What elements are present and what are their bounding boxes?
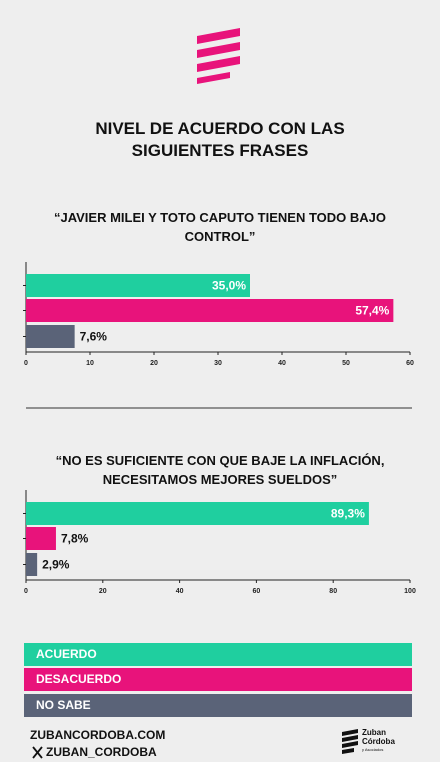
footer-handle: ZUBAN_CORDOBA [46,745,157,759]
x-tick-label: 40 [278,360,286,367]
x-tick-label: 0 [24,360,28,367]
x-tick-label: 100 [404,588,416,595]
brand-name: Zuban [362,728,386,737]
legend-swatch [24,643,412,666]
brand-name: y Asociados [362,747,383,752]
bar [26,299,394,322]
x-tick-label: 40 [176,588,184,595]
bar [26,325,75,348]
value-label: 57,4% [355,304,389,318]
bar [26,502,369,525]
x-tick-label: 30 [214,360,222,367]
x-logo [32,746,43,759]
legend-label: NO SABE [36,698,91,712]
x-tick-label: 60 [253,588,261,595]
value-label: 2,9% [42,558,70,572]
logo [197,28,240,84]
x-tick-label: 20 [99,588,107,595]
value-label: 7,8% [61,532,89,546]
x-tick-label: 10 [86,360,94,367]
value-label: 35,0% [212,279,246,293]
x-tick-label: 80 [329,588,337,595]
bar [26,553,38,576]
bar [26,527,56,550]
legend-label: ACUERDO [36,647,97,661]
x-tick-label: 20 [150,360,158,367]
value-label: 89,3% [331,507,365,521]
footer-website: ZUBANCORDOBA.COM [30,728,165,742]
bar [26,274,250,297]
value-label: 7,6% [80,330,108,344]
x-tick-label: 50 [342,360,350,367]
chart-title: “NO ES SUFICIENTE CON QUE BAJE LA INFLAC… [55,453,385,487]
x-tick-label: 60 [406,360,414,367]
brand-logo [342,729,358,754]
brand-name: Córdoba [362,737,395,746]
legend-swatch [24,668,412,691]
legend-swatch [24,694,412,717]
chart-title: “JAVIER MILEI Y TOTO CAPUTO TIENEN TODO … [53,210,387,244]
title: NIVEL DE ACUERDO CON LAS SIGUIENTES FRAS… [95,119,345,160]
x-tick-label: 0 [24,588,28,595]
legend-label: DESACUERDO [36,672,121,686]
